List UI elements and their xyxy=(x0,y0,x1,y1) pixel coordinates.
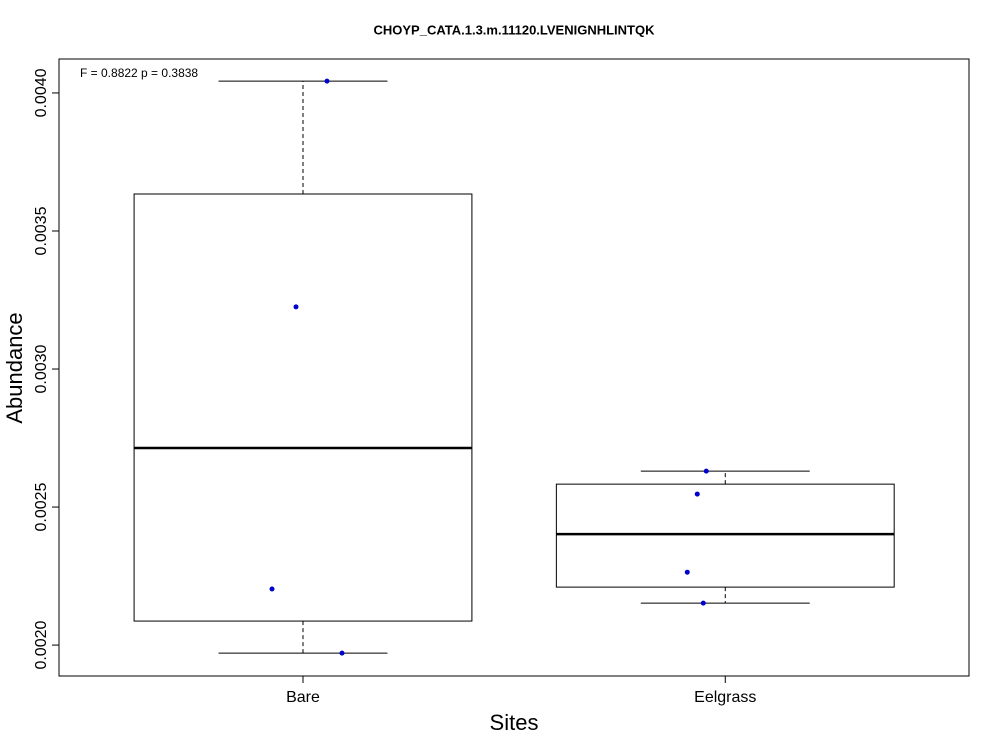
chart-title: CHOYP_CATA.1.3.m.11120.LVENIGNHLINTQK xyxy=(373,22,655,37)
y-tick-label: 0.0020 xyxy=(33,621,50,670)
y-tick-label: 0.0035 xyxy=(33,206,50,255)
x-tick-label: Bare xyxy=(286,689,320,706)
y-tick-label: 0.0040 xyxy=(33,68,50,117)
annotation: F = 0.8822 p = 0.3838 xyxy=(80,66,198,80)
data-point xyxy=(339,650,345,656)
y-tick-label: 0.0030 xyxy=(33,344,50,393)
data-point xyxy=(703,468,709,474)
data-point xyxy=(700,600,706,606)
data-point xyxy=(324,78,330,84)
data-point xyxy=(694,491,700,497)
x-axis-title: Sites xyxy=(490,710,539,735)
data-point xyxy=(293,304,299,310)
x-tick-label: Eelgrass xyxy=(694,689,756,706)
data-point xyxy=(684,569,690,575)
box xyxy=(133,193,473,622)
box xyxy=(555,483,895,588)
data-point xyxy=(269,586,275,592)
plot-frame xyxy=(58,58,970,677)
y-tick-label: 0.0025 xyxy=(33,482,50,531)
y-axis-title: Abundance xyxy=(2,312,27,423)
